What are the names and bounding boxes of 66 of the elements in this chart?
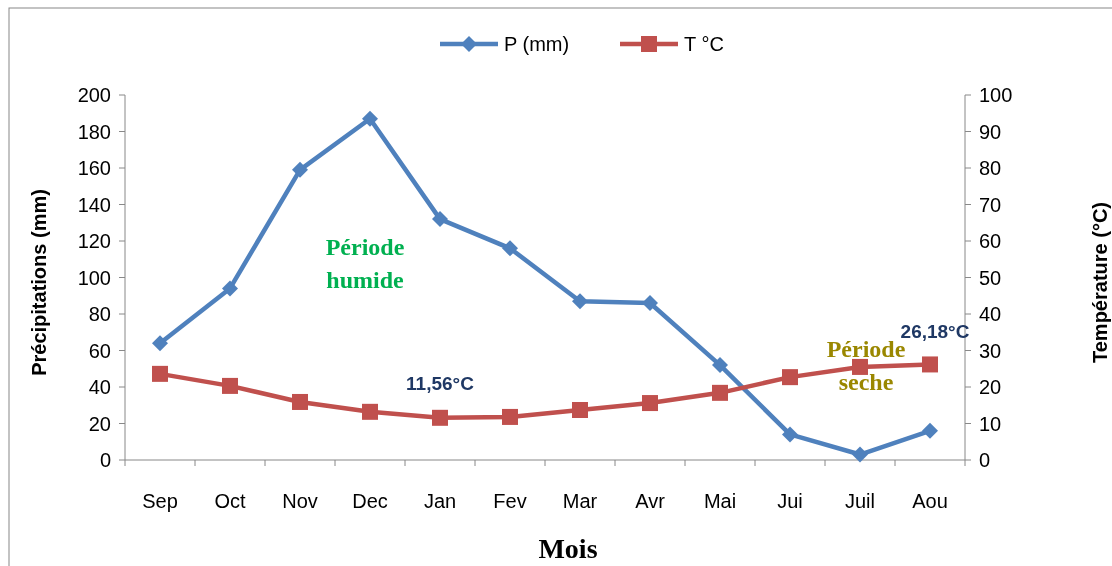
x-tick-label: Dec [352, 490, 388, 512]
point [852, 446, 868, 463]
y2-tick-label: 70 [979, 193, 1002, 216]
x-tick-label: Mar [562, 490, 598, 512]
y2-tick-label: 60 [979, 230, 1002, 252]
point [502, 408, 518, 425]
y2-tick-label: 50 [979, 266, 1002, 289]
x-tick-label: Jan [423, 490, 457, 512]
y-tick-label: 40 [88, 376, 111, 398]
y2-tick-label: 30 [979, 339, 1002, 362]
y-tick-label: 140 [77, 193, 111, 216]
y2-tick-label: 40 [979, 303, 1002, 325]
y2-tick-label: 10 [979, 412, 1002, 435]
point [572, 293, 588, 310]
point [292, 161, 308, 178]
point [782, 426, 798, 443]
point [292, 393, 308, 410]
y-tick-label: 20 [88, 412, 111, 435]
point [502, 240, 518, 257]
x-tick-label: Mai [703, 490, 737, 512]
point [432, 211, 448, 228]
x-tick-label: Aou [912, 490, 948, 512]
point [642, 395, 658, 412]
y-tick-label: 180 [77, 120, 111, 143]
y-tick-label: 200 [77, 84, 111, 106]
y-axis-title: Précipitations (mm) [28, 189, 50, 376]
y2-tick-label: 0 [979, 449, 991, 471]
point [642, 295, 658, 312]
x-tick-label: Oct [214, 490, 246, 512]
x-tick-label: Jui [777, 490, 803, 512]
x-tick-label: Sep [142, 490, 178, 512]
y2-tick-label: 80 [979, 157, 1002, 179]
point [782, 369, 798, 386]
y2-tick-label: 90 [979, 120, 1002, 143]
point [362, 110, 378, 127]
annotation: 11,56°C [406, 372, 475, 394]
point [362, 403, 378, 420]
y-tick-label: 60 [88, 339, 111, 362]
y-tick-label: 120 [77, 230, 111, 252]
point [152, 365, 168, 382]
point [712, 357, 728, 374]
y-tick-label: 160 [77, 157, 111, 179]
x-axis-title: Mois [538, 533, 598, 564]
y-tick-label: 100 [77, 266, 111, 289]
annotation: 26,18°C [900, 321, 970, 343]
point [712, 384, 728, 401]
point [222, 377, 238, 394]
y-tick-label: 0 [99, 449, 111, 471]
point [572, 402, 588, 418]
x-tick-label: Fev [493, 490, 527, 512]
x-tick-label: Nov [282, 490, 318, 512]
point [222, 280, 238, 297]
point [922, 422, 938, 439]
x-tick-label: Juil [844, 490, 876, 512]
point [852, 358, 868, 375]
y-tick-label: 80 [88, 303, 111, 325]
point [432, 409, 448, 426]
annotation: Période humide [325, 234, 405, 293]
y2-axis-title: Température (°C) [1089, 202, 1111, 363]
y2-tick-label: 20 [979, 376, 1002, 398]
x-tick-label: Avr [635, 490, 666, 512]
legend-label: T °C [684, 33, 724, 55]
legend-label: P (mm) [504, 33, 570, 55]
y2-tick-label: 100 [979, 84, 1013, 106]
point [922, 356, 938, 373]
point [152, 335, 168, 352]
